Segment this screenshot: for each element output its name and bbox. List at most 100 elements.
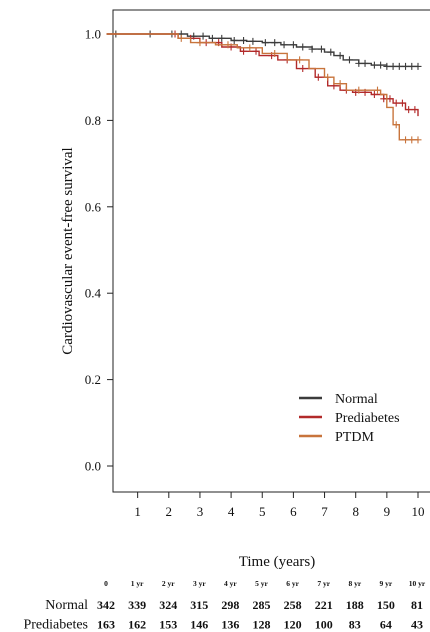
risk-count: 136: [221, 618, 239, 632]
risk-count: 324: [159, 598, 177, 612]
censor-mark: [395, 62, 403, 70]
censor-mark: [392, 121, 400, 129]
censor-mark: [218, 34, 226, 42]
censor-mark: [398, 99, 406, 107]
censor-mark: [408, 136, 416, 144]
censor-mark: [249, 37, 257, 45]
risk-count: 83: [349, 618, 361, 632]
x-tick-label: 1: [134, 504, 141, 519]
series-layer: [106, 30, 422, 144]
censor-mark: [374, 86, 382, 94]
risk-count: 285: [253, 598, 271, 612]
censor-mark: [199, 32, 207, 40]
plot-frame: [112, 9, 430, 493]
censor-mark: [402, 136, 410, 144]
censor-mark: [370, 61, 378, 69]
risk-table-header: 4 yr: [224, 579, 237, 588]
censor-mark: [402, 62, 410, 70]
risk-table-header: 7 yr: [317, 579, 330, 588]
censor-mark: [230, 36, 238, 44]
censor-mark: [299, 65, 307, 73]
censor-mark: [208, 34, 216, 42]
censor-mark: [299, 43, 307, 51]
censor-mark: [345, 56, 353, 64]
censor-mark: [308, 45, 316, 53]
plot-border: [112, 9, 430, 493]
y-tick-label: 0.6: [85, 199, 102, 214]
risk-table: 0 1 yr 2 yr 3 yr 4 yr 5 yr 6 yr 7 yr 8 yr 9 yr 10 …: [23, 579, 425, 632]
censor-mark: [380, 95, 388, 103]
x-tick-label: 6: [290, 504, 297, 519]
x-tick-label: 2: [166, 504, 173, 519]
legend-label: Prediabetes: [335, 411, 400, 426]
risk-count: 258: [284, 598, 302, 612]
risk-table-header: 5 yr: [255, 579, 268, 588]
x-tick-label: 4: [228, 504, 235, 519]
y-tick-label: 0.8: [85, 113, 101, 128]
legend: Normal Prediabetes PTDM: [299, 392, 400, 445]
risk-table-header: 9 yr: [380, 579, 393, 588]
censor-mark: [370, 90, 378, 98]
legend-label: Normal: [335, 392, 378, 407]
censor-mark: [327, 48, 335, 56]
censor-mark: [324, 73, 332, 81]
censor-mark: [392, 99, 400, 107]
censor-mark: [355, 86, 363, 94]
risk-count: 342: [97, 598, 115, 612]
x-tick-label: 3: [197, 504, 204, 519]
risk-table-header: 10 yr: [409, 579, 426, 588]
censor-mark: [196, 39, 204, 47]
legend-item-ptdm: PTDM: [299, 430, 374, 445]
risk-table-header: 0: [104, 579, 108, 588]
risk-count: 153: [159, 618, 177, 632]
censor-mark: [280, 41, 288, 49]
risk-count: 64: [380, 618, 392, 632]
x-tick-label: 9: [384, 504, 391, 519]
risk-count: 162: [128, 618, 146, 632]
risk-table-header: 2 yr: [162, 579, 175, 588]
censor-mark: [414, 62, 422, 70]
risk-count: 43: [411, 618, 423, 632]
risk-row-label: Prediabetes: [23, 618, 88, 632]
x-tick-label: 8: [352, 504, 359, 519]
risk-count: 128: [253, 618, 271, 632]
survival-curve-ptdm: [106, 33, 418, 141]
risk-count: 315: [190, 598, 208, 612]
censor-mark: [296, 56, 304, 64]
y-tick-label: 0.0: [85, 459, 101, 474]
censor-mark: [408, 62, 416, 70]
legend-label: PTDM: [335, 430, 374, 445]
y-axis-title: Cardiovascular event-free survival: [60, 147, 76, 354]
censor-mark: [314, 73, 322, 81]
censor-mark: [271, 39, 279, 47]
risk-count: 81: [411, 598, 423, 612]
risk-table-header: 6 yr: [286, 579, 299, 588]
risk-count: 339: [128, 598, 146, 612]
censor-mark: [383, 62, 391, 70]
censor-mark: [377, 61, 385, 69]
censor-mark: [246, 44, 254, 52]
series-prediabetes: [106, 30, 419, 117]
survival-curve-prediabetes: [106, 33, 419, 117]
risk-table-header: 3 yr: [193, 579, 206, 588]
risk-count: 188: [346, 598, 364, 612]
risk-row-normal: Normal 342 339 324 315 298 285 258 221 188 150 81: [45, 598, 423, 613]
y-tick-label: 1.0: [85, 27, 101, 42]
censor-mark: [289, 41, 297, 49]
censor-mark: [336, 52, 344, 60]
y-axis: 0.0 0.2 0.4 0.6 0.8 1.0: [85, 27, 113, 474]
censor-mark: [240, 36, 248, 44]
risk-count: 120: [284, 618, 302, 632]
risk-row-label: Normal: [45, 598, 88, 613]
risk-count: 298: [221, 598, 239, 612]
x-axis: 1 2 3 4 5 6 7 8 9 10: [134, 492, 425, 519]
censor-mark: [355, 59, 363, 67]
censor-mark: [240, 47, 248, 55]
censor-mark: [261, 39, 269, 47]
risk-count: 150: [377, 598, 395, 612]
censor-mark: [224, 41, 232, 49]
risk-count: 163: [97, 618, 115, 632]
risk-table-header: 8 yr: [348, 579, 361, 588]
series-ptdm: [106, 33, 422, 144]
